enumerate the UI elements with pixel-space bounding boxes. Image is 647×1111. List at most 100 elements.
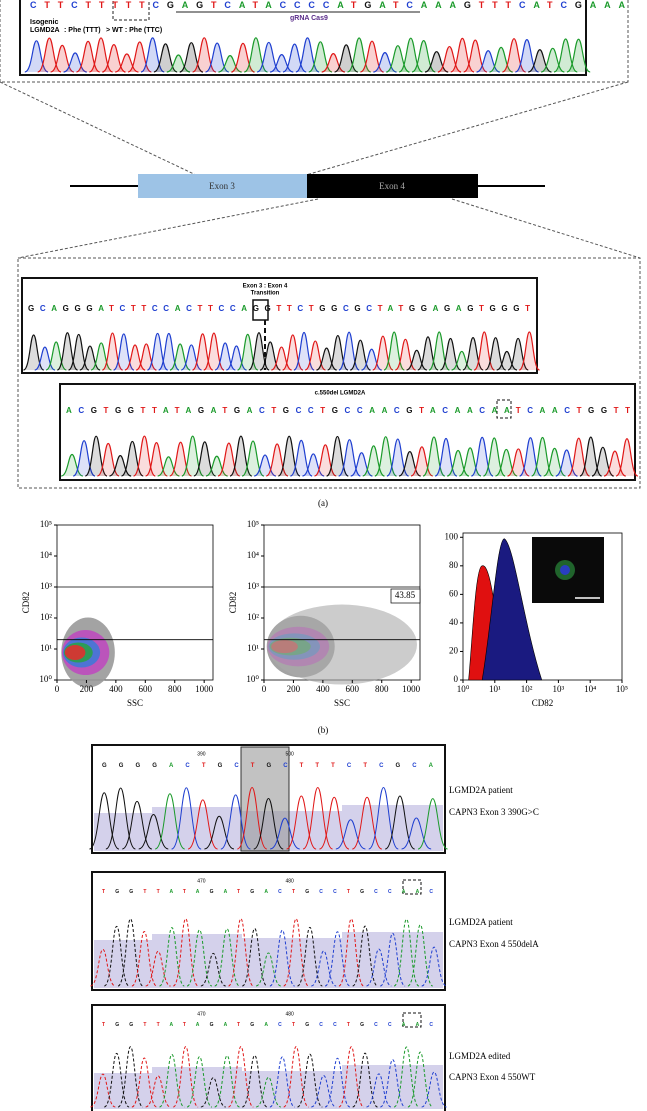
zoom-line <box>17 198 319 259</box>
peak <box>154 793 185 850</box>
x-tick-label: 10⁴ <box>584 684 596 694</box>
peak <box>172 1046 199 1108</box>
peak <box>417 798 448 850</box>
trace-line1: LGMD2A edited <box>449 1051 511 1061</box>
density-blob <box>267 604 417 685</box>
y-tick-label: 0 <box>454 674 459 684</box>
density <box>61 617 115 688</box>
y-tick-label: 10⁰ <box>39 674 52 684</box>
x-tick-label: 600 <box>139 684 153 694</box>
peak <box>421 946 447 987</box>
gate-value-box <box>390 588 421 604</box>
peak <box>204 815 235 850</box>
x-tick-label: 10⁰ <box>457 684 470 694</box>
peak <box>89 792 120 850</box>
exon3-box <box>138 174 307 198</box>
x-axis-label: CD82 <box>532 698 554 708</box>
peak <box>159 927 185 987</box>
exon4-box <box>307 174 478 198</box>
x-axis-label: SSC <box>127 698 143 708</box>
gate-value: 43.85 <box>395 590 416 600</box>
x-tick-label: 200 <box>80 684 94 694</box>
peak <box>421 1071 447 1108</box>
position-label: 470 <box>197 878 206 884</box>
x-tick-label: 800 <box>375 684 389 694</box>
y-tick-label: 80 <box>449 560 459 570</box>
peak <box>228 1046 254 1108</box>
density-blob <box>64 645 86 661</box>
peak <box>319 796 350 850</box>
peak <box>131 930 158 987</box>
x-tick-label: 600 <box>346 684 360 694</box>
grna-label: gRNA Cas9 <box>290 15 328 22</box>
peak <box>566 38 591 73</box>
peak <box>186 1056 213 1108</box>
y-tick-label: 10⁴ <box>247 550 259 560</box>
junction-box <box>252 299 269 321</box>
transition-box <box>21 277 538 374</box>
peak <box>311 1075 337 1108</box>
peak <box>269 817 300 850</box>
y-tick-label: 10⁵ <box>40 519 52 529</box>
y-tick-label: 100 <box>445 531 459 541</box>
x-tick-label: 10⁵ <box>616 684 628 694</box>
position-label: 390 <box>197 751 206 757</box>
peak <box>145 950 171 987</box>
peak <box>241 1054 268 1108</box>
trace-line2: CAPN3 Exon 4 550WT <box>449 1072 536 1082</box>
deletion-mark <box>402 1012 422 1028</box>
position-label: 480 <box>286 1011 295 1017</box>
deletion-title: c.550del LGMD2A <box>315 391 366 397</box>
peak <box>379 1059 406 1108</box>
peak <box>214 1055 240 1108</box>
x-tick-label: 10³ <box>553 684 565 694</box>
lgmd-label: LGMD2A <box>30 27 60 34</box>
peak <box>352 1052 378 1108</box>
peak <box>283 1046 309 1108</box>
x-tick-label: 800 <box>168 684 182 694</box>
y-axis-label: CD82 <box>228 592 238 614</box>
y-tick-label: 10³ <box>40 581 52 591</box>
inset-cell <box>560 565 570 575</box>
y-tick-label: 40 <box>449 617 459 627</box>
x-tick-label: 400 <box>109 684 123 694</box>
plot-frame <box>56 524 214 681</box>
peak <box>518 331 541 371</box>
zoom-frame <box>17 257 641 489</box>
exon3-label: Exon 3 <box>209 181 235 191</box>
deletion-mark <box>496 399 512 419</box>
trace-line1: LGMD2A patient <box>449 785 513 795</box>
position-label: 480 <box>286 878 295 884</box>
zoom-line <box>0 81 197 176</box>
peak <box>145 1075 171 1108</box>
y-tick-label: 10⁴ <box>40 550 52 560</box>
x-tick-label: 200 <box>287 684 301 694</box>
wt-label: > WT : Phe (TTC) <box>106 27 162 34</box>
peak <box>297 926 323 987</box>
x-tick-label: 10² <box>521 684 533 694</box>
y-tick-label: 10⁰ <box>246 674 259 684</box>
x-tick-label: 10¹ <box>489 684 501 694</box>
peak <box>324 1057 351 1108</box>
x-tick-label: 1000 <box>195 684 214 694</box>
y-tick-label: 10² <box>40 612 52 622</box>
panel-label: (a) <box>318 498 328 508</box>
peak <box>220 794 251 850</box>
peak <box>379 932 406 987</box>
peak <box>366 1073 392 1108</box>
peak <box>138 814 169 850</box>
x-tick-label: 1000 <box>402 684 421 694</box>
peak <box>311 950 337 987</box>
peak <box>214 928 240 987</box>
position-label: 470 <box>197 1011 206 1017</box>
y-axis-label: CD82 <box>21 592 31 614</box>
top-trace-box <box>19 0 587 76</box>
zoom-line <box>305 81 629 176</box>
peak <box>324 931 351 987</box>
y-tick-label: 10¹ <box>247 643 259 653</box>
peak <box>384 795 415 850</box>
exon4-label: Exon 4 <box>379 181 405 191</box>
